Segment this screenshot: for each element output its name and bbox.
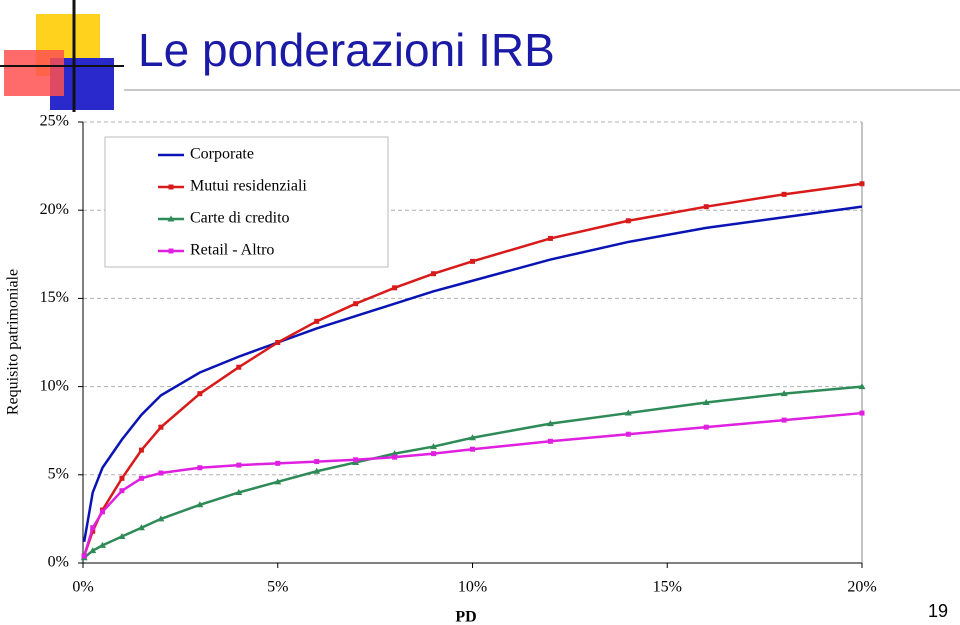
marker: [197, 465, 203, 471]
marker: [547, 235, 553, 241]
marker: [392, 285, 398, 291]
marker: [391, 450, 399, 457]
marker: [625, 218, 631, 224]
x-axis-label: PD: [455, 609, 476, 625]
slide-title: Le ponderazioni IRB: [138, 24, 555, 76]
plot-area: 0% 5% 10% 15% 20% 25% 0% 5% 10% 15% 20%: [40, 113, 877, 596]
marker: [353, 301, 359, 307]
legend-box: [104, 136, 389, 268]
marker: [313, 467, 321, 474]
marker: [138, 475, 144, 481]
marker: [196, 501, 204, 508]
marker: [138, 447, 144, 453]
page-number: 19: [928, 601, 948, 621]
marker: [546, 420, 554, 427]
marker: [90, 525, 96, 531]
series-line: [82, 205, 863, 543]
marker: [470, 258, 475, 264]
marker: [470, 446, 475, 452]
marker: [98, 541, 106, 548]
marker: [275, 340, 281, 345]
marker: [702, 398, 710, 405]
marker: [469, 434, 476, 441]
x-tick-label: 15%: [653, 579, 682, 596]
marker: [158, 424, 164, 430]
marker: [392, 454, 398, 460]
marker: [703, 424, 709, 430]
legend-label: Carte di credito: [190, 210, 290, 227]
marker: [431, 451, 437, 457]
y-tick-label: 20%: [40, 201, 69, 218]
marker: [137, 524, 145, 531]
marker: [274, 478, 282, 485]
marker: [118, 533, 126, 540]
marker: [89, 547, 97, 554]
marker: [859, 181, 865, 187]
legend: Corporate Mutui residenziali Carte di cred…: [104, 136, 389, 268]
x-tick-label: 20%: [847, 579, 876, 596]
y-tick-label: 0%: [48, 554, 69, 571]
legend-label: Corporate: [190, 146, 254, 163]
marker: [703, 204, 709, 210]
marker: [119, 475, 125, 481]
marker: [858, 383, 866, 390]
marker: [547, 438, 553, 444]
x-tick-label: 5%: [267, 579, 288, 596]
x-tick-label: 10%: [458, 579, 487, 596]
marker: [780, 390, 788, 397]
decoration: [0, 0, 960, 112]
marker: [236, 462, 242, 468]
marker: [624, 409, 632, 416]
marker: [158, 470, 164, 476]
marker: [81, 553, 87, 559]
marker: [236, 364, 242, 370]
y-tick-label: 25%: [40, 113, 69, 130]
marker: [859, 410, 865, 416]
marker: [168, 184, 174, 190]
legend-label: Mutui residenziali: [190, 178, 307, 195]
marker: [625, 431, 631, 437]
marker: [275, 460, 281, 466]
marker: [781, 417, 787, 423]
series-line: [83, 385, 863, 559]
series-line: [82, 411, 863, 557]
marker: [167, 215, 175, 222]
y-tick-label: 10%: [40, 377, 69, 394]
marker: [197, 391, 203, 397]
marker: [431, 271, 437, 277]
marker: [314, 459, 320, 465]
y-tick-label: 15%: [40, 289, 69, 306]
legend-label: Retail - Altro: [190, 242, 274, 259]
marker: [157, 515, 165, 522]
marker: [314, 318, 320, 324]
marker: [353, 457, 359, 463]
deco-red: [4, 50, 64, 96]
marker: [119, 488, 125, 494]
x-tick-label: 0%: [72, 579, 93, 596]
marker: [99, 509, 105, 515]
marker: [235, 488, 243, 495]
marker: [781, 191, 787, 197]
y-tick-label: 5%: [48, 465, 69, 482]
marker: [168, 248, 174, 254]
y-axis-label: Requisito patrimoniale: [5, 269, 22, 415]
marker: [430, 443, 438, 450]
